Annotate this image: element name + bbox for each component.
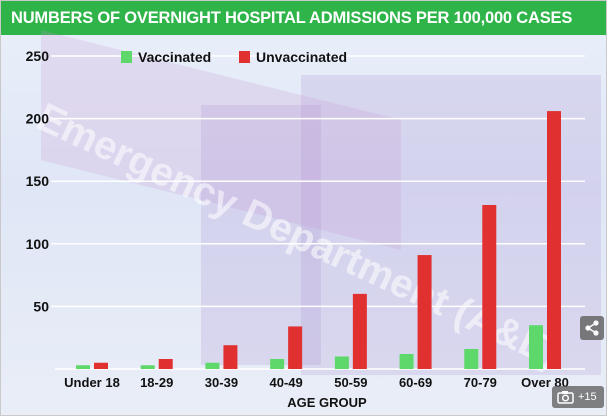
gallery-count: +15 xyxy=(578,391,597,403)
y-tick-label: 200 xyxy=(26,111,50,127)
y-tick-label: 50 xyxy=(33,298,49,314)
bar-unvaccinated xyxy=(482,204,497,369)
legend-swatch-vaccinated xyxy=(121,51,132,63)
grid-layer xyxy=(51,55,585,370)
bar-vaccinated xyxy=(270,358,285,369)
x-axis-label: AGE GROUP xyxy=(287,395,367,410)
legend: Vaccinated Unvaccinated xyxy=(121,49,347,65)
camera-icon xyxy=(557,391,574,404)
y-tick-label: 100 xyxy=(26,236,50,252)
bar-vaccinated xyxy=(529,325,543,369)
bar-vaccinated xyxy=(334,356,349,369)
bar-vaccinated xyxy=(464,348,479,369)
building-shape xyxy=(201,105,321,365)
legend-swatch-unvaccinated xyxy=(239,51,250,63)
bar-unvaccinated xyxy=(288,326,303,369)
x-tick-label: 50-59 xyxy=(334,375,367,390)
x-tick-labels: Under 18 18-29 30-39 40-49 50-59 60-69 70-79 Ov… xyxy=(64,375,569,390)
bar-vaccinated xyxy=(76,365,90,369)
x-tick-label: Under 18 xyxy=(64,375,120,390)
y-tick-label: 150 xyxy=(26,173,50,189)
x-tick-label: 18-29 xyxy=(140,375,173,390)
y-tick-labels: 50 100 150 200 250 xyxy=(26,48,50,314)
chart-title: NUMBERS OF OVERNIGHT HOSPITAL ADMISSIONS… xyxy=(1,1,606,35)
legend-label-vaccinated: Vaccinated xyxy=(138,49,211,65)
bar-vaccinated xyxy=(140,365,155,369)
bar-vaccinated xyxy=(399,353,414,369)
bars-layer xyxy=(76,111,561,369)
x-tick-label: 30-39 xyxy=(205,375,238,390)
y-tick-label: 250 xyxy=(26,48,50,64)
bar-unvaccinated xyxy=(158,358,173,369)
x-tick-label: 60-69 xyxy=(399,375,432,390)
share-icon xyxy=(585,320,599,336)
x-tick-label: 40-49 xyxy=(270,375,303,390)
bar-vaccinated xyxy=(205,362,220,369)
share-button[interactable] xyxy=(580,316,604,340)
bar-unvaccinated xyxy=(417,255,432,369)
bar-unvaccinated xyxy=(223,345,238,369)
gallery-button[interactable]: +15 xyxy=(552,386,604,408)
bar-unvaccinated xyxy=(94,362,108,369)
legend-label-unvaccinated: Unvaccinated xyxy=(256,49,347,65)
x-tick-label: 70-79 xyxy=(464,375,497,390)
bar-unvaccinated xyxy=(547,111,561,369)
bar-unvaccinated xyxy=(352,293,367,369)
